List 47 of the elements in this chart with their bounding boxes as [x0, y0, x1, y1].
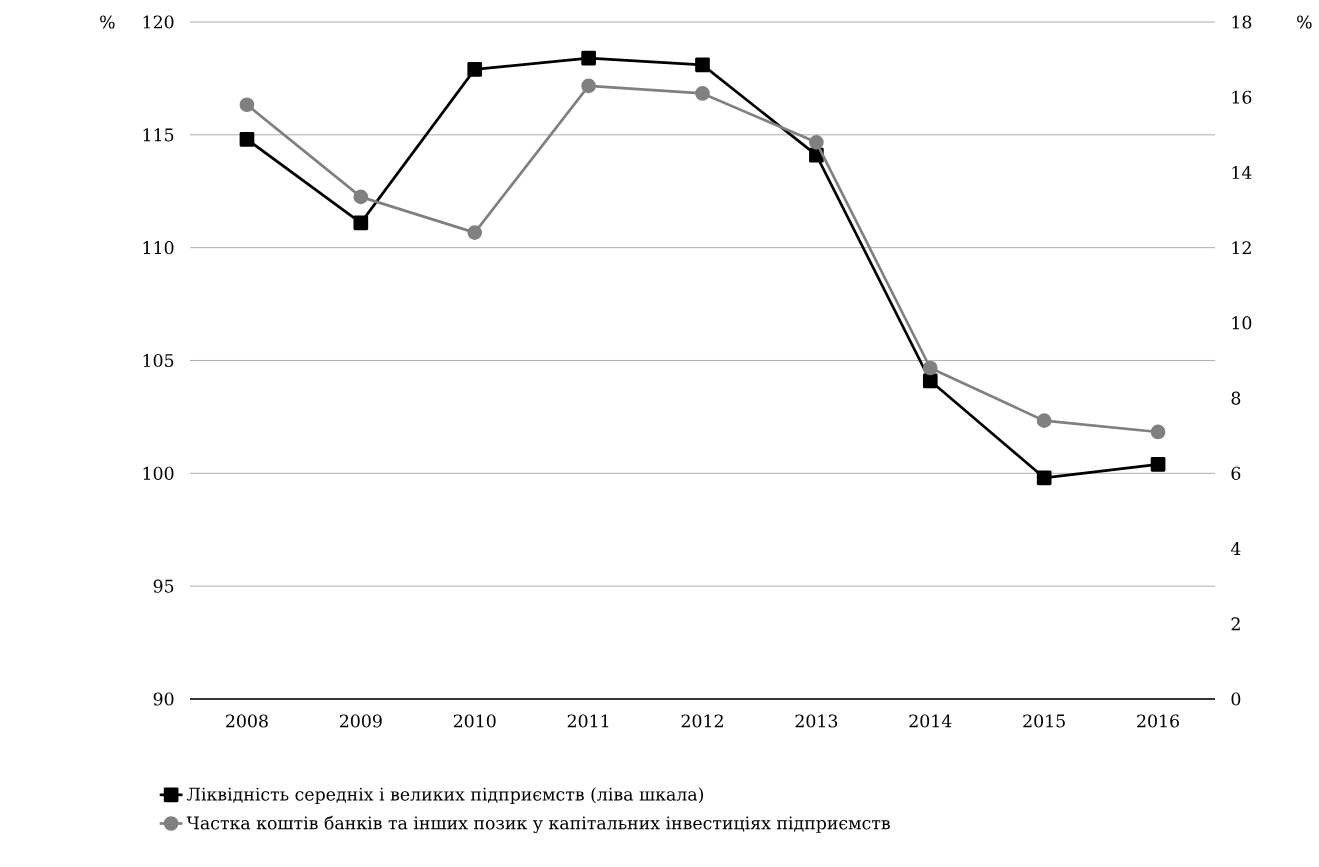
y-tick-label: 100 — [143, 466, 174, 480]
y2-tick-label: 16 — [1232, 90, 1252, 104]
y-axis-title: % — [100, 15, 115, 29]
legend-label: Ліквідність середніх і великих підприємств (ліва шкала) — [186, 787, 704, 805]
y2-tick-label: 14 — [1232, 166, 1252, 179]
x-tick-label: 2016 — [1137, 714, 1180, 728]
y-tick-label: 115 — [143, 128, 174, 142]
point — [922, 360, 938, 376]
point — [922, 373, 938, 389]
y-tick-label: 110 — [143, 241, 174, 255]
x-tick-label: 2010 — [453, 714, 496, 728]
x-tick-label: 2015 — [1023, 714, 1065, 728]
y-tick-label: 120 — [143, 15, 174, 29]
point — [1150, 456, 1166, 472]
x-tick-label: 2009 — [339, 714, 382, 728]
point — [695, 57, 710, 73]
y2-tick-label: 4 — [1230, 542, 1241, 555]
point — [695, 86, 710, 101]
y-tick-label: 90 — [153, 692, 174, 706]
y2-axis-title: % — [1297, 15, 1312, 29]
legend-label: Частка коштів банків та інших позик у капітальних інвестиціях підприємств — [186, 815, 890, 834]
y2-tick-label: 6 — [1231, 466, 1241, 480]
point — [581, 78, 596, 94]
x-tick-label: 2014 — [909, 714, 952, 728]
point — [1036, 470, 1052, 486]
point — [1036, 413, 1052, 429]
x-tick-label: 2012 — [681, 714, 723, 728]
point — [239, 97, 255, 113]
point — [467, 62, 483, 77]
x-tick-label: 2013 — [795, 714, 838, 728]
x-tick-label: 2008 — [226, 714, 268, 728]
y2-tick-label: 18 — [1232, 15, 1252, 29]
y2-tick-label: 12 — [1232, 241, 1251, 255]
point — [581, 50, 596, 66]
y2-tick-label: 10 — [1232, 316, 1252, 330]
point — [809, 135, 824, 150]
y2-tick-label: 8 — [1231, 391, 1241, 405]
x-tick-label: 2011 — [567, 714, 609, 728]
point — [353, 215, 369, 231]
y-tick-label: 105 — [143, 353, 174, 368]
point — [1150, 424, 1166, 440]
point — [353, 189, 369, 205]
y-tick-label: 95 — [153, 579, 174, 593]
point — [239, 132, 255, 147]
y2-tick-label: 2 — [1231, 617, 1240, 631]
y2-tick-label: 0 — [1231, 692, 1241, 706]
point — [467, 225, 483, 240]
